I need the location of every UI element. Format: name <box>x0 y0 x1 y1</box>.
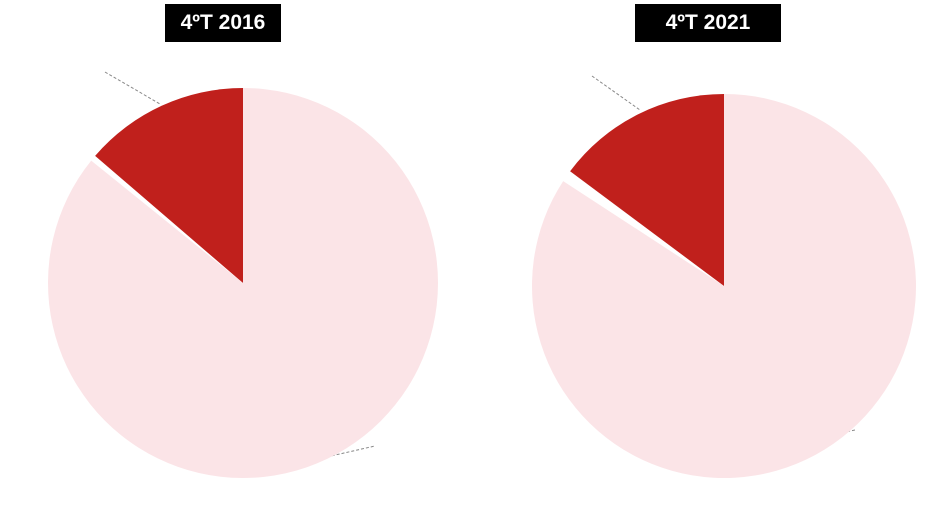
pie-slice <box>48 88 438 478</box>
pie-slice <box>532 94 916 478</box>
pie-slice <box>570 94 724 286</box>
chart-title: 4ºT 2021 <box>635 4 781 42</box>
pie-slice <box>95 88 244 283</box>
chart-title: 4ºT 2016 <box>165 4 281 42</box>
leader-line <box>104 71 161 105</box>
leader-line <box>321 445 376 459</box>
leader-line <box>591 75 641 111</box>
